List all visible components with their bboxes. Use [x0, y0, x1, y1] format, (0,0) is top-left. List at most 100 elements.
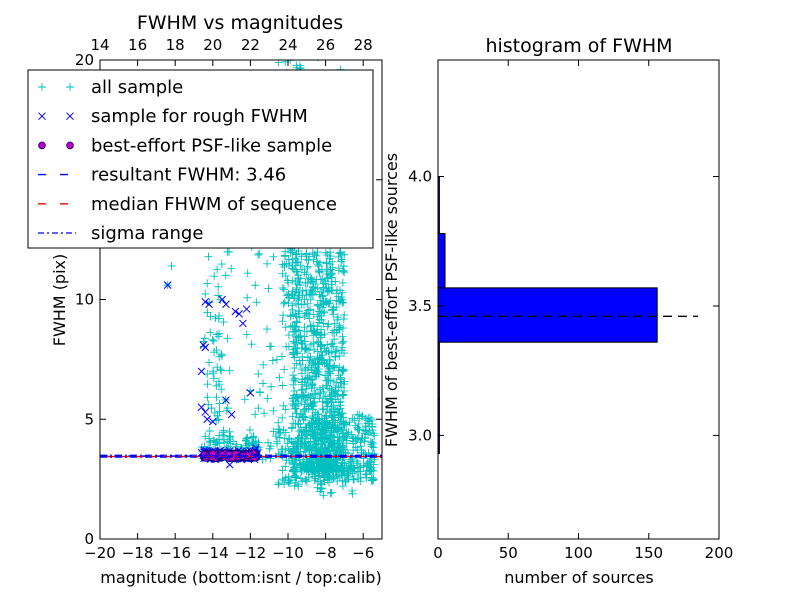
- all-sample-point: [214, 314, 223, 323]
- scatter-top-tick-label: 28: [354, 36, 373, 54]
- all-sample-point: [251, 281, 260, 290]
- all-sample-point: [300, 438, 309, 447]
- all-sample-point: [288, 466, 297, 475]
- all-sample-point: [354, 474, 363, 483]
- rough-sample-point: [222, 300, 230, 309]
- all-sample-point: [290, 322, 299, 331]
- all-sample-point: [335, 472, 344, 481]
- scatter-points: [163, 60, 379, 500]
- all-sample-point: [313, 284, 322, 293]
- scatter-x-tick-label: −12: [235, 544, 267, 562]
- all-sample-point: [336, 296, 345, 305]
- all-sample-point: [212, 346, 221, 355]
- all-sample-point: [366, 437, 375, 446]
- all-sample-point: [365, 466, 374, 475]
- all-sample-point: [338, 391, 347, 400]
- scatter-top-tick-label: 22: [241, 36, 260, 54]
- all-sample-point: [317, 430, 326, 439]
- all-sample-point: [368, 422, 377, 431]
- all-sample-point: [344, 465, 353, 474]
- all-sample-point: [304, 437, 313, 446]
- all-sample-point: [280, 262, 289, 271]
- histogram-x-tick-label: 200: [705, 544, 734, 562]
- all-sample-point: [300, 332, 309, 341]
- all-sample-point: [214, 332, 223, 341]
- all-sample-point: [315, 290, 324, 299]
- all-sample-point: [212, 330, 221, 339]
- all-sample-point: [318, 351, 327, 360]
- all-sample-point: [312, 440, 321, 449]
- all-sample-point: [329, 342, 338, 351]
- all-sample-point: [205, 427, 214, 436]
- all-sample-point: [254, 369, 263, 378]
- all-sample-point: [310, 476, 319, 485]
- all-sample-point: [299, 447, 308, 456]
- all-sample-point: [269, 406, 278, 415]
- all-sample-point: [306, 376, 315, 385]
- legend-label: resultant FWHM: 3.46: [91, 165, 286, 186]
- all-sample-point: [263, 394, 272, 403]
- all-sample-point: [285, 476, 294, 485]
- all-sample-point: [280, 298, 289, 307]
- all-sample-point: [228, 437, 237, 446]
- all-sample-point: [280, 252, 289, 261]
- all-sample-point: [292, 318, 301, 327]
- all-sample-point: [278, 352, 287, 361]
- legend-label: best-effort PSF-like sample: [91, 135, 332, 156]
- all-sample-point: [322, 419, 331, 428]
- all-sample-point: [213, 363, 222, 372]
- scatter-top-tick-label: 24: [278, 36, 297, 54]
- all-sample-point: [328, 465, 337, 474]
- all-sample-point: [329, 377, 338, 386]
- all-sample-point: [291, 344, 300, 353]
- all-sample-point: [281, 271, 290, 280]
- legend-label: all sample: [91, 77, 183, 98]
- all-sample-point: [340, 349, 349, 358]
- all-sample-point: [335, 410, 344, 419]
- all-sample-point: [325, 367, 334, 376]
- all-sample-point: [361, 470, 370, 479]
- all-sample-point: [288, 305, 297, 314]
- histogram-y-tick-label: 4.0: [408, 168, 432, 186]
- all-sample-point: [325, 478, 334, 487]
- all-sample-point: [240, 395, 249, 404]
- all-sample-point: [338, 482, 347, 491]
- rough-sample-point: [225, 460, 234, 469]
- all-sample-point: [338, 332, 347, 341]
- all-sample-point: [225, 247, 234, 256]
- all-sample-point: [324, 273, 333, 282]
- all-sample-point: [254, 404, 263, 413]
- all-sample-point: [300, 323, 309, 332]
- legend-entry: sample for rough FWHM: [38, 106, 308, 127]
- all-sample-point: [314, 419, 323, 428]
- all-sample-point: [316, 461, 325, 470]
- all-sample-point: [293, 267, 302, 276]
- all-sample-point: [280, 480, 289, 489]
- all-sample-point: [210, 272, 219, 281]
- all-sample-point: [300, 311, 309, 320]
- legend-circle-marker: [66, 141, 74, 150]
- all-sample-point: [337, 463, 346, 472]
- all-sample-point: [332, 462, 341, 471]
- histogram-x-tick-label: 100: [564, 544, 593, 562]
- all-sample-point: [313, 248, 322, 257]
- all-sample-point: [283, 439, 292, 448]
- all-sample-point: [268, 356, 277, 365]
- all-sample-point: [302, 382, 311, 391]
- all-sample-point: [313, 260, 322, 269]
- all-sample-point: [303, 279, 312, 288]
- all-sample-point: [324, 423, 333, 432]
- all-sample-point: [294, 482, 303, 491]
- all-sample-point: [324, 397, 333, 406]
- all-sample-point: [310, 345, 319, 354]
- all-sample-point: [290, 353, 299, 362]
- all-sample-point: [203, 279, 212, 288]
- all-sample-point: [289, 419, 298, 428]
- all-sample-point: [369, 475, 378, 484]
- legend-circle-marker: [38, 141, 46, 150]
- all-sample-point: [326, 369, 335, 378]
- all-sample-point: [362, 462, 371, 471]
- all-sample-point: [320, 308, 329, 317]
- histogram-bar: [437, 232, 446, 289]
